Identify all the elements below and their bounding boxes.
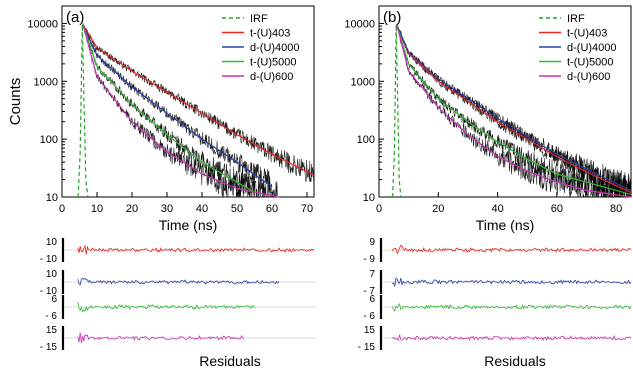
- residual-tick-label: - 6: [363, 311, 375, 322]
- x-tick-label: 0: [59, 203, 65, 215]
- legend-entry: t-(U)403: [567, 28, 607, 40]
- x-tick-label: 40: [491, 203, 503, 215]
- panel-b: (b) 10 100 1000 10000 0 20 40 60 80 Time (ns) IRF t-…: [344, 5, 632, 369]
- residual-tick-label: - 15: [358, 342, 376, 353]
- raw-data-trace: [396, 25, 632, 198]
- residual-tick-label: - 10: [40, 254, 58, 265]
- legend-entry: t-(U)403: [250, 28, 290, 40]
- x-tick-label: 70: [301, 203, 313, 215]
- plot-frame: [61, 5, 315, 198]
- residuals-label: Residuals: [199, 353, 260, 369]
- y-axis-label: Counts: [7, 78, 24, 126]
- series-line: [82, 24, 273, 188]
- residual-trace: [391, 244, 632, 255]
- series-line: [396, 24, 632, 196]
- legend-entry: d-(U)4000: [250, 42, 300, 54]
- series-line: [77, 24, 89, 198]
- residual-tick-label: - 6: [45, 311, 57, 322]
- y-tick-label: 100: [40, 134, 58, 146]
- legend-entry: d-(U)4000: [567, 42, 617, 54]
- plot-frame: [378, 5, 632, 198]
- residual-tick-label: 6: [51, 294, 57, 305]
- residual-tick-label: - 10: [40, 286, 58, 297]
- residual-tick-label: - 7: [363, 286, 375, 297]
- residuals-label: Residuals: [484, 353, 545, 369]
- x-tick-label: 30: [161, 203, 173, 215]
- residual-tick-label: 9: [369, 237, 375, 248]
- residual-trace: [391, 302, 632, 312]
- raw-data-trace: [82, 23, 255, 198]
- residual-tick-label: - 9: [363, 254, 375, 265]
- legend-entry: t-(U)5000: [567, 57, 613, 69]
- residual-trace: [392, 334, 632, 342]
- x-tick-label: 60: [551, 203, 563, 215]
- y-tick-label: 1000: [351, 76, 375, 88]
- y-tick-label: 10000: [27, 18, 58, 30]
- residual-tick-label: 10: [46, 237, 58, 248]
- series-line: [396, 24, 632, 198]
- residual-tick-label: - 15: [40, 342, 58, 353]
- legend-entry: t-(U)5000: [250, 57, 296, 69]
- residual-tick-label: 7: [369, 269, 375, 280]
- y-tick-label: 10000: [344, 18, 375, 30]
- x-tick-label: 40: [196, 203, 208, 215]
- y-tick-label: 100: [357, 134, 375, 146]
- y-tick-label: 10: [363, 192, 375, 204]
- panel-label: (a): [66, 9, 84, 26]
- series-line: [82, 24, 255, 193]
- x-tick-label: 0: [376, 203, 382, 215]
- raw-data-trace: [82, 23, 273, 193]
- legend-entry: d-(U)600: [567, 71, 610, 83]
- raw-data-trace: [82, 25, 315, 185]
- series-line: [396, 24, 632, 193]
- residual-tick-label: 10: [46, 269, 58, 280]
- residual-trace: [77, 277, 280, 286]
- series-line: [82, 24, 315, 176]
- x-axis-label: Time (ns): [159, 217, 218, 233]
- residual-trace: [392, 277, 632, 287]
- y-tick-label: 1000: [34, 76, 58, 88]
- x-tick-label: 10: [91, 203, 103, 215]
- residual-tick-label: 15: [364, 325, 376, 336]
- residual-trace: [77, 332, 245, 344]
- x-axis-label: Time (ns): [476, 217, 535, 233]
- y-tick-label: 10: [46, 192, 58, 204]
- legend-entry: IRF: [250, 13, 268, 25]
- x-tick-label: 60: [266, 203, 278, 215]
- x-tick-label: 80: [610, 203, 622, 215]
- legend-entry: IRF: [567, 13, 585, 25]
- residual-tick-label: 15: [46, 325, 58, 336]
- series-line: [82, 24, 280, 198]
- residual-trace: [77, 301, 255, 313]
- series-line: [392, 24, 402, 198]
- legend-entry: d-(U)600: [250, 71, 293, 83]
- raw-data-trace: [396, 23, 632, 198]
- x-tick-label: 20: [432, 203, 444, 215]
- residual-trace: [77, 244, 315, 255]
- x-tick-label: 20: [126, 203, 138, 215]
- series-line: [396, 24, 632, 191]
- x-tick-label: 50: [231, 203, 243, 215]
- residual-tick-label: 6: [369, 294, 375, 305]
- panel-label: (b): [383, 9, 401, 26]
